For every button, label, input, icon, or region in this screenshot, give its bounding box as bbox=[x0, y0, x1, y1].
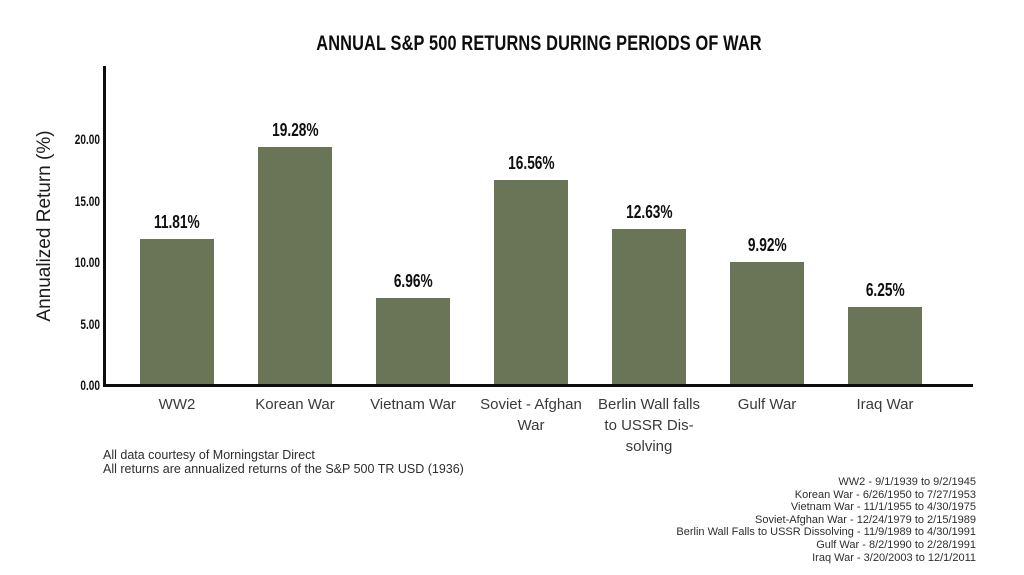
date-annotation-line: Soviet-Afghan War - 12/24/1979 to 2/15/1… bbox=[755, 513, 976, 526]
y-tick-label: 20.00 bbox=[74, 131, 100, 147]
x-category-label: Iraq War bbox=[856, 396, 914, 413]
bar-value-text: 19.28% bbox=[271, 119, 319, 140]
bar-iraq-war bbox=[848, 307, 922, 384]
date-annotation-line: Iraq War - 3/20/2003 to 12/1/2011 bbox=[812, 551, 976, 564]
bar-value-text: 12.63% bbox=[625, 201, 673, 222]
bar-value-label: 6.96% bbox=[343, 271, 483, 291]
bar-gulf-war bbox=[730, 262, 804, 384]
date-annotation-line: WW2 - 9/1/1939 to 9/2/1945 bbox=[838, 476, 976, 488]
y-tick-label: 0.00 bbox=[80, 377, 100, 393]
y-axis-line bbox=[103, 66, 106, 387]
bar-vietnam-war bbox=[376, 298, 450, 384]
y-tick-label: 5.00 bbox=[80, 316, 100, 332]
x-category-label: Soviet - Afghan War bbox=[480, 396, 582, 434]
bar-value-text: 16.56% bbox=[507, 152, 555, 173]
y-tick-label: 15.00 bbox=[74, 193, 100, 209]
bar-value-label: 9.92% bbox=[697, 235, 837, 255]
footnote-line: All data courtesy of Morningstar Direct bbox=[103, 448, 315, 462]
bar-korean-war bbox=[258, 147, 332, 384]
x-category-label: Korean War bbox=[255, 396, 335, 413]
date-annotation-line: Korean War - 6/26/1950 to 7/27/1953 bbox=[794, 488, 976, 501]
bar-value-text: 9.92% bbox=[747, 234, 787, 255]
chart-title: ANNUAL S&P 500 RETURNS DURING PERIODS OF… bbox=[316, 31, 762, 55]
bar-value-label: 11.81% bbox=[107, 212, 247, 232]
x-axis-line bbox=[103, 384, 973, 387]
y-tick-label: 10.00 bbox=[74, 254, 100, 270]
bar-value-text: 6.25% bbox=[865, 279, 905, 300]
bar-ww2 bbox=[140, 239, 214, 384]
bar-value-text: 11.81% bbox=[154, 211, 200, 232]
date-annotation-line: Gulf War - 8/2/1990 to 2/28/1991 bbox=[816, 538, 976, 551]
war-date-annotations: WW2 - 9/1/1939 to 9/2/1945 Korean War - 6… bbox=[676, 476, 976, 564]
footnotes: All data courtesy of Morningstar Direct A… bbox=[103, 448, 464, 476]
x-category-label: Gulf War bbox=[737, 396, 797, 413]
bar-value-text: 6.96% bbox=[393, 270, 433, 291]
date-annotation-line: Berlin Wall Falls to USSR Dissolving - 1… bbox=[676, 526, 976, 539]
bar-value-label: 12.63% bbox=[579, 202, 719, 222]
x-category-label: WW2 bbox=[158, 396, 196, 413]
bar-berlin-wall-falls bbox=[612, 229, 686, 384]
x-category-label: Berlin Wall falls to USSR Dis- solving bbox=[598, 396, 700, 455]
bar-value-label: 16.56% bbox=[461, 153, 601, 173]
date-annotation-line: Vietnam War - 11/1/1955 to 4/30/1975 bbox=[790, 501, 976, 514]
bar-soviet-afghan bbox=[494, 180, 568, 384]
bar-value-label: 6.25% bbox=[815, 280, 955, 300]
footnote-line: All returns are annualized returns of th… bbox=[103, 462, 464, 476]
x-category-label: Vietnam War bbox=[370, 396, 456, 413]
bar-value-label: 19.28% bbox=[225, 120, 365, 140]
